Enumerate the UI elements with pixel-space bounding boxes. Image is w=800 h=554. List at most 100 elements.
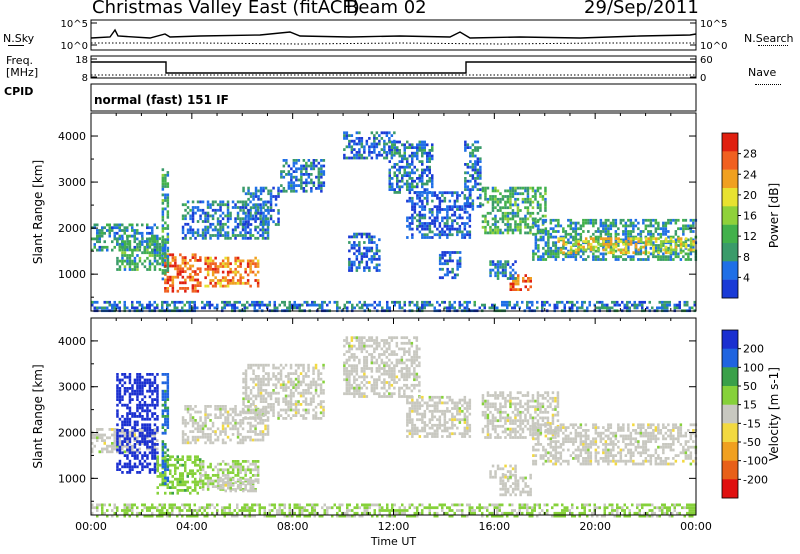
- velocity-colorbar-segment: [722, 460, 738, 480]
- strip-tick-label: 0: [700, 73, 706, 84]
- n-sky-label: N.Sky: [3, 32, 35, 45]
- strip-tick-label: 18: [75, 55, 88, 66]
- velocity-colorbar-segment: [722, 423, 738, 443]
- power-region: [557, 237, 695, 255]
- cpid-label: CPID: [4, 85, 34, 98]
- strip-tick-label: 60: [700, 55, 713, 66]
- strip-tick-label: 10^0: [700, 41, 727, 52]
- xtick-label: 08:00: [277, 520, 309, 533]
- n-search-trace: [91, 42, 696, 45]
- velocity-region: [242, 363, 325, 420]
- xtick-label: 00:00: [75, 520, 107, 533]
- velocity-colorbar-tick: 15: [743, 399, 757, 412]
- power-colorbar-segment: [722, 243, 738, 262]
- velocity-colorbar-segment: [722, 404, 738, 424]
- velocity-colorbar-label: Velocity [m s-1]: [767, 367, 781, 461]
- xtick-label: 20:00: [579, 520, 611, 533]
- velocity-region: [217, 478, 260, 493]
- power-colorbar-segment: [722, 169, 738, 189]
- power-colorbar-tick: 8: [743, 251, 750, 264]
- power-region: [204, 256, 260, 288]
- velocity-colorbar-tick: 100: [743, 361, 764, 374]
- velocity-region: [481, 391, 560, 439]
- velocity-colorbar-tick: -100: [743, 455, 768, 468]
- axes: 1000 2000 3000 4000 Slant Range [km] 1000 2000…: [31, 19, 727, 548]
- velocity-panel: [91, 336, 698, 518]
- velocity-colorbar-tick: -15: [743, 417, 761, 430]
- power-colorbar-segment: [722, 133, 738, 152]
- power-panel: [91, 131, 698, 313]
- velocity-colorbar-segment: [722, 386, 738, 405]
- velocity-colorbar-tick: -50: [743, 436, 761, 449]
- power-region: [161, 168, 170, 281]
- xtick-label: 00:00: [680, 520, 712, 533]
- velocity-colorbar-tick: 50: [743, 380, 757, 393]
- velocity-region: [161, 373, 170, 485]
- velocity-ytick-label: 1000: [58, 472, 86, 485]
- velocity-region: [181, 405, 270, 445]
- n-sky-trace: [90, 28, 697, 39]
- power-region: [348, 232, 381, 272]
- power-colorbar-segment: [722, 151, 738, 170]
- xtick-label: 12:00: [378, 520, 410, 533]
- velocity-region: [406, 395, 472, 438]
- power-colorbar-tick: 16: [743, 210, 757, 223]
- velocity-colorbar-segment: [722, 367, 738, 387]
- power-colorbar-tick: 24: [743, 168, 757, 181]
- velocity-colorbar-segment: [722, 348, 738, 368]
- colorbars: 4 8 12 16 20 24 28 Power [dB] 200 100 50 15 -15 -50 -1…: [721, 132, 781, 499]
- power-colorbar-tick: 20: [743, 189, 757, 202]
- station-title: Christmas Valley East (fitACF): [92, 0, 360, 18]
- velocity-region: [116, 373, 159, 474]
- power-region: [481, 186, 547, 235]
- power-region: [242, 186, 280, 226]
- power-region: [164, 253, 202, 293]
- power-ytick-label: 2000: [58, 222, 86, 235]
- xlabel: Time UT: [370, 535, 416, 548]
- power-region: [343, 131, 396, 160]
- power-region: [406, 191, 472, 239]
- n-sky-strip: [90, 19, 697, 51]
- velocity-colorbar-segment: [722, 330, 738, 349]
- velocity-region: [156, 455, 202, 495]
- velocity-colorbar-segment: [722, 479, 738, 499]
- freq-label: Freq.: [6, 54, 34, 67]
- strip-tick-label: 10^0: [61, 41, 88, 52]
- power-region: [280, 159, 326, 193]
- velocity-ytick-label: 2000: [58, 427, 86, 440]
- strip-tick-label: 10^5: [700, 19, 727, 30]
- power-colorbar-label: Power [dB]: [767, 183, 781, 248]
- velocity-region: [532, 423, 698, 466]
- strip-tick-label: 8: [82, 73, 88, 84]
- cpid-box: [90, 83, 697, 112]
- power-colorbar-tick: 12: [743, 230, 757, 243]
- power-region: [388, 140, 434, 194]
- velocity-colorbar-segment: [722, 442, 738, 461]
- power-region: [438, 251, 462, 280]
- power-region: [464, 140, 482, 211]
- cpid-value: normal (fast) 151 IF: [94, 93, 229, 107]
- velocity-region: [91, 503, 696, 518]
- strip-tick-label: 10^5: [61, 19, 88, 30]
- power-region: [489, 260, 517, 280]
- power-ytick-label: 3000: [58, 176, 86, 189]
- freq-unit-label: [MHz]: [6, 66, 39, 79]
- power-colorbar-segment: [722, 261, 738, 280]
- power-colorbar-segment: [722, 279, 738, 299]
- xtick-label: 04:00: [176, 520, 208, 533]
- velocity-colorbar-tick: -200: [743, 473, 768, 486]
- nave-label: Nave: [748, 66, 777, 79]
- power-ylabel: Slant Range [km]: [31, 160, 45, 264]
- freq-trace: [91, 61, 696, 74]
- velocity-ytick-label: 3000: [58, 381, 86, 394]
- velocity-region: [343, 336, 421, 398]
- power-ytick-label: 4000: [58, 130, 86, 143]
- freq-strip: [90, 55, 697, 79]
- velocity-ytick-label: 4000: [58, 335, 86, 348]
- power-region: [509, 274, 532, 291]
- date-label: 29/Sep/2011: [584, 0, 699, 18]
- n-search-legend-line: [758, 45, 788, 46]
- velocity-ylabel: Slant Range [km]: [31, 364, 45, 468]
- velocity-region: [489, 464, 517, 479]
- power-colorbar-segment: [722, 206, 738, 225]
